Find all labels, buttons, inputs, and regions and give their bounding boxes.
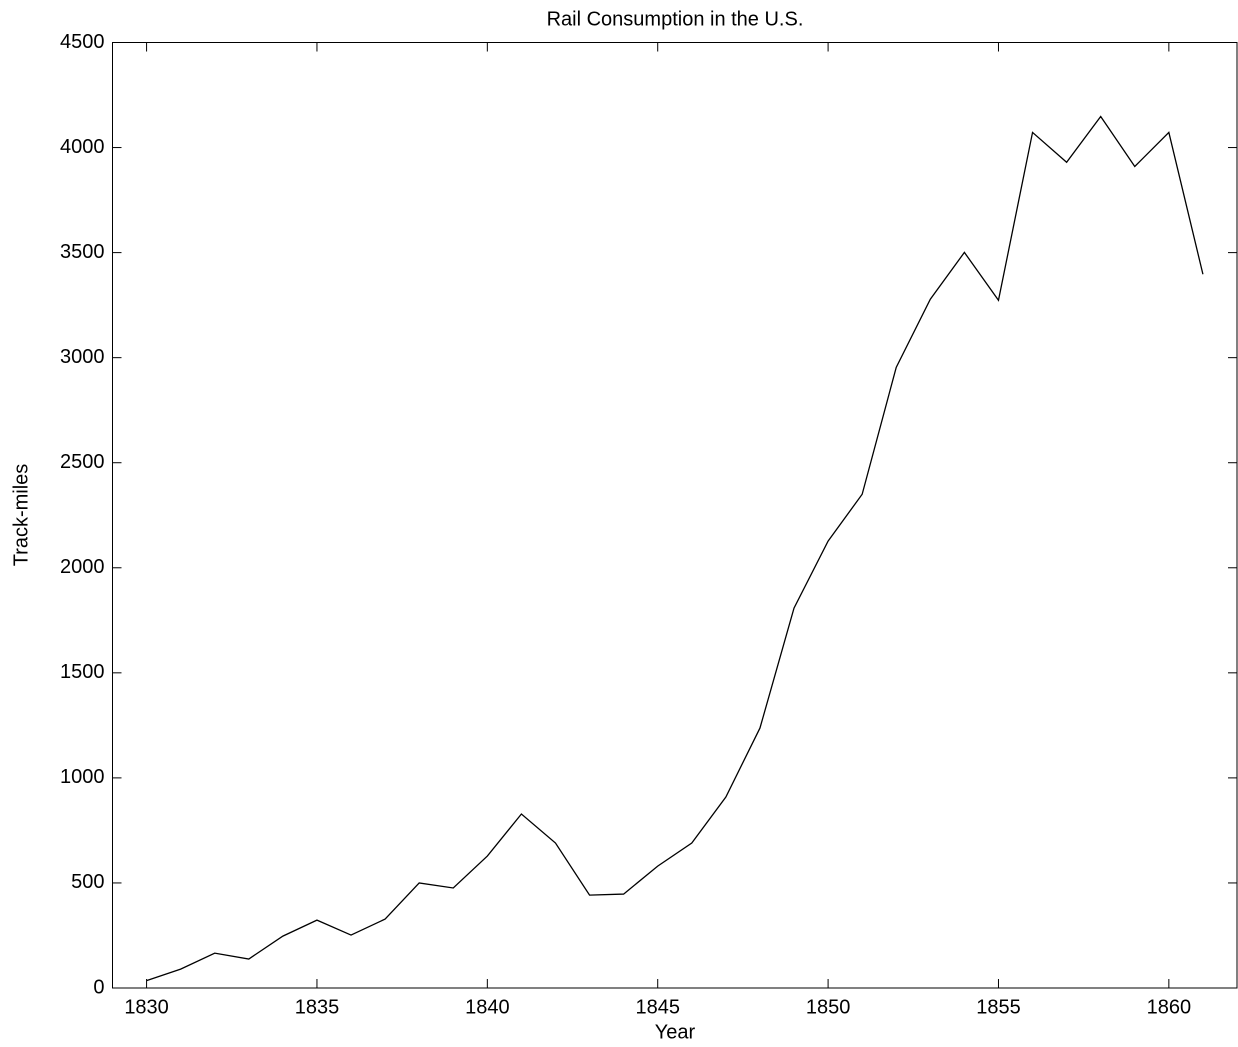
y-tick-label: 2000 <box>60 556 105 578</box>
y-tick-label: 1500 <box>60 661 105 683</box>
x-tick-label: 1840 <box>465 996 510 1018</box>
y-tick-label: 0 <box>93 976 104 998</box>
x-tick-label: 1835 <box>295 996 340 1018</box>
x-tick-label: 1860 <box>1147 996 1192 1018</box>
y-tick-label: 1000 <box>60 766 105 788</box>
y-tick-label: 3500 <box>60 241 105 263</box>
y-tick-label: 500 <box>71 871 104 893</box>
y-tick-label: 2500 <box>60 451 105 473</box>
x-axis-label: Year <box>655 1021 696 1043</box>
data-line <box>146 115 1204 982</box>
chart-title: Rail Consumption in the U.S. <box>547 8 804 30</box>
plot-frame <box>112 42 1238 989</box>
x-tick-label: 1850 <box>806 996 851 1018</box>
y-tick-label: 3000 <box>60 346 105 368</box>
x-tick-label: 1855 <box>976 996 1021 1018</box>
y-axis-label: Track-miles <box>10 464 32 567</box>
x-tick-label: 1830 <box>124 996 169 1018</box>
y-tick-label: 4500 <box>60 31 105 53</box>
y-tick-label: 4000 <box>60 136 105 158</box>
x-tick-label: 1845 <box>635 996 680 1018</box>
